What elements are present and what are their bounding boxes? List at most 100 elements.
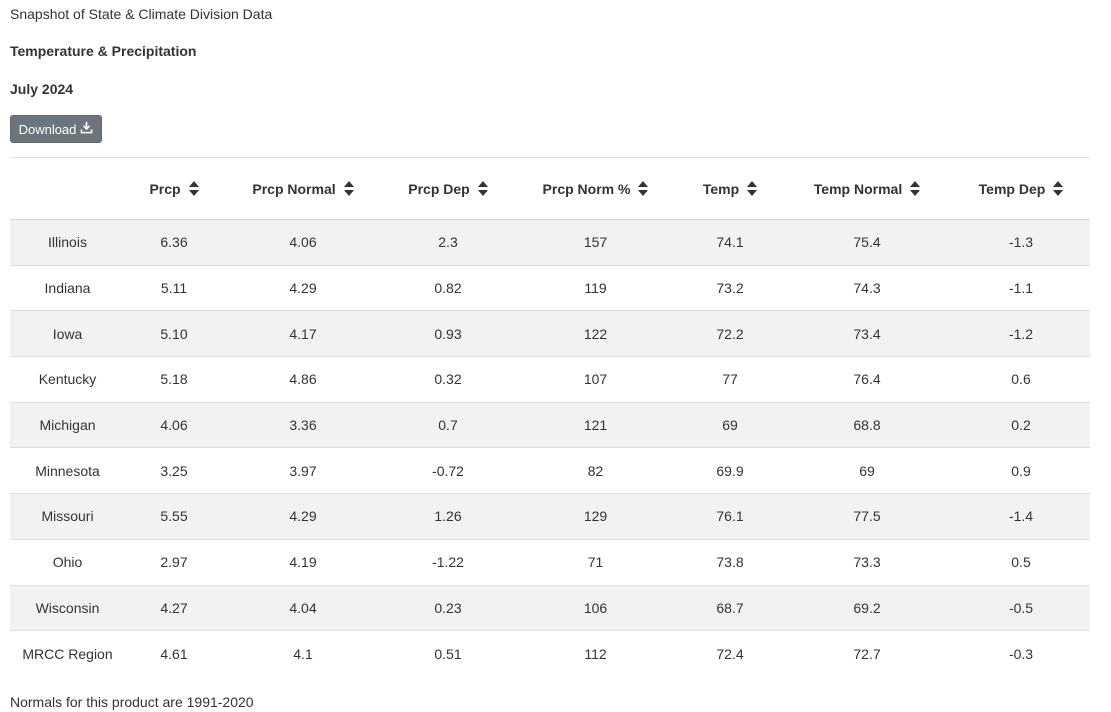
row-location-cell: Michigan [10,401,125,448]
table-header-row: Prcp Prcp Normal Prcp Dep Prcp Norm % Temp Te… [10,157,1090,220]
column-header-label: Prcp [149,180,181,197]
table-cell: 72.4 [678,630,782,677]
table-cell: 3.97 [223,447,383,494]
table-cell: 107 [513,356,678,403]
table-row: Ohio 2.97 4.19 -1.22 71 73.8 73.3 0.5 [10,538,1090,585]
sort-icon[interactable] [910,181,921,196]
table-cell: 4.19 [223,538,383,585]
sort-ascending-icon [477,181,488,187]
sort-ascending-icon [747,181,758,187]
table-cell: 121 [513,401,678,448]
column-header-label: Prcp Norm % [542,180,631,197]
data-table: Prcp Prcp Normal Prcp Dep Prcp Norm % Temp Te… [10,157,1090,677]
period-label: July 2024 [10,81,74,97]
table-cell: 5.10 [125,310,223,357]
row-location-cell: Minnesota [10,447,125,494]
sort-icon[interactable] [343,181,354,196]
sort-icon[interactable] [747,181,758,196]
row-location-cell: Illinois [10,219,125,266]
table-cell: 74.1 [678,219,782,266]
table-cell: 0.6 [952,356,1090,403]
page-subtitle: Temperature & Precipitation [10,43,197,59]
row-location-cell: MRCC Region [10,630,125,677]
table-row: Wisconsin 4.27 4.04 0.23 106 68.7 69.2 -0.5 [10,584,1090,631]
table-row: Indiana 5.11 4.29 0.82 119 73.2 74.3 -1.1 [10,264,1090,311]
table-cell: 69 [782,447,952,494]
column-header-label: Prcp Normal [252,180,336,197]
table-body: Illinois 6.36 4.06 2.3 157 74.1 75.4 -1.3 Indian… [10,219,1090,677]
sort-descending-icon [343,190,354,196]
column-header[interactable]: Prcp [125,157,223,220]
table-cell: 4.27 [125,584,223,631]
column-header-label: Temp Dep [978,180,1046,197]
table-cell: 68.7 [678,584,782,631]
table-cell: 72.7 [782,630,952,677]
sort-descending-icon [1053,190,1064,196]
table-cell: 5.11 [125,264,223,311]
page-title: Snapshot of State & Climate Division Dat… [10,6,273,22]
sort-descending-icon [638,190,649,196]
table-cell: 73.2 [678,264,782,311]
table-cell: 157 [513,219,678,266]
table-cell: 112 [513,630,678,677]
sort-ascending-icon [343,181,354,187]
sort-descending-icon [188,190,199,196]
row-location-cell: Wisconsin [10,584,125,631]
table-cell: -0.3 [952,630,1090,677]
table-cell: 0.9 [952,447,1090,494]
column-header[interactable]: Temp Dep [952,157,1090,220]
table-cell: -1.1 [952,264,1090,311]
column-header-content: Prcp Normal [252,180,354,197]
column-header[interactable]: Prcp Dep [383,157,513,220]
table-cell: 3.25 [125,447,223,494]
column-header[interactable]: Prcp Norm % [513,157,678,220]
table-row: Minnesota 3.25 3.97 -0.72 82 69.9 69 0.9 [10,447,1090,494]
sort-ascending-icon [188,181,199,187]
table-cell: -1.22 [383,538,513,585]
table-cell: -1.2 [952,310,1090,357]
sort-icon[interactable] [477,181,488,196]
sort-icon[interactable] [1053,181,1064,196]
table-cell: 0.32 [383,356,513,403]
sort-ascending-icon [910,181,921,187]
column-header[interactable]: Temp Normal [782,157,952,220]
sort-icon[interactable] [638,181,649,196]
table-cell: 2.3 [383,219,513,266]
row-location-cell: Ohio [10,538,125,585]
download-button-label: Download [18,121,77,137]
column-header-label: Temp Normal [813,180,903,197]
table-cell: 4.06 [125,401,223,448]
column-header-label: Prcp Dep [408,180,470,197]
table-cell: 69.9 [678,447,782,494]
table-row: Kentucky 5.18 4.86 0.32 107 77 76.4 0.6 [10,356,1090,403]
table-cell: -1.3 [952,219,1090,266]
column-header-content: Prcp Norm % [543,181,649,197]
table-row: Illinois 6.36 4.06 2.3 157 74.1 75.4 -1.3 [10,219,1090,266]
table-cell: 5.55 [125,493,223,540]
row-location-cell: Iowa [10,310,125,357]
table-cell: 119 [513,264,678,311]
column-header[interactable]: Temp [678,157,782,220]
table-cell: 77 [678,356,782,403]
column-header[interactable]: Prcp Normal [223,157,383,220]
table-cell: 122 [513,310,678,357]
download-button[interactable]: Download [10,115,102,143]
sort-icon[interactable] [188,181,199,196]
table-cell: 0.7 [383,401,513,448]
table-cell: 4.86 [223,356,383,403]
table-cell: 76.1 [678,493,782,540]
sort-ascending-icon [1053,181,1064,187]
table-cell: 0.23 [383,584,513,631]
table-cell: 1.26 [383,493,513,540]
table-cell: 4.61 [125,630,223,677]
row-location-cell: Kentucky [10,356,125,403]
table-cell: 0.2 [952,401,1090,448]
table-cell: 72.2 [678,310,782,357]
table-cell: 73.8 [678,538,782,585]
table-cell: 4.17 [223,310,383,357]
row-location-cell: Missouri [10,493,125,540]
table-row: Missouri 5.55 4.29 1.26 129 76.1 77.5 -1.4 [10,493,1090,540]
table-cell: 82 [513,447,678,494]
table-cell: 106 [513,584,678,631]
